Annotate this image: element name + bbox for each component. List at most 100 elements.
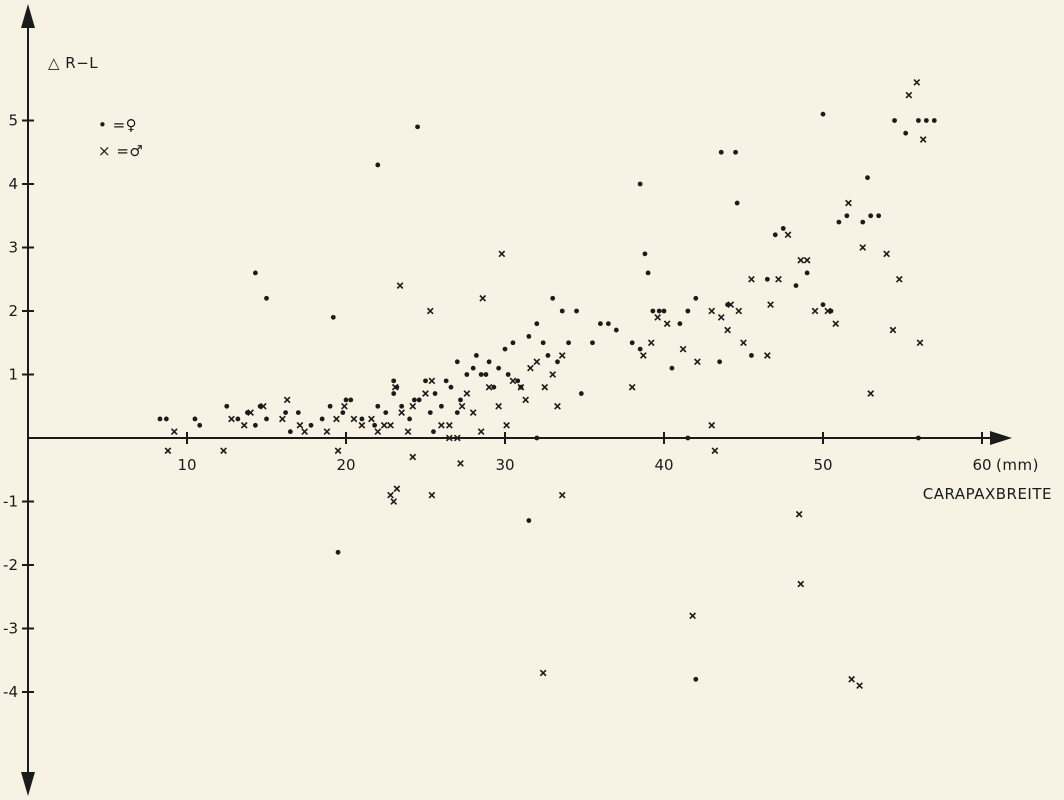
data-point-female: [734, 200, 740, 206]
data-point-female: [192, 416, 198, 422]
data-point-female: [656, 308, 662, 314]
data-point-female: [868, 213, 874, 219]
x-tick-label: 40: [654, 456, 673, 474]
data-point-female: [327, 403, 333, 409]
data-point-male: [639, 352, 647, 359]
data-point-male: [296, 421, 304, 429]
data-point-female: [677, 321, 683, 327]
data-point-male: [409, 453, 417, 461]
data-point-female: [416, 397, 422, 403]
data-point-female: [820, 302, 826, 308]
data-point-male: [495, 402, 503, 410]
data-point-female: [264, 295, 269, 301]
y-tick-label: 4: [8, 175, 18, 193]
data-point-male: [784, 231, 792, 239]
y-axis-label: △ R−L: [48, 54, 98, 72]
data-point-female: [464, 372, 470, 377]
data-point-female: [224, 403, 230, 409]
y-tick-label: 1: [8, 366, 18, 384]
data-point-male: [498, 250, 506, 258]
x-tick-label: 30: [495, 456, 514, 474]
data-point-male: [422, 390, 429, 397]
data-point-female: [454, 410, 460, 415]
data-point-male: [767, 301, 774, 309]
data-point-female: [295, 410, 301, 415]
data-point-male: [708, 421, 716, 429]
data-point-male: [428, 491, 436, 499]
data-point-female: [486, 359, 492, 365]
x-tick-label: 20: [336, 456, 355, 474]
data-point-female: [650, 308, 656, 314]
data-point-male: [832, 320, 840, 328]
data-point-male: [391, 383, 399, 391]
data-point-female: [335, 549, 341, 555]
data-point-male: [477, 428, 485, 436]
data-point-male: [775, 275, 782, 283]
data-point-female: [343, 397, 349, 403]
data-point-female: [916, 118, 921, 123]
data-point-female: [916, 435, 921, 441]
data-point-male: [170, 428, 178, 436]
data-point-male: [457, 460, 464, 467]
axes: [21, 4, 1012, 796]
data-point-female: [431, 429, 436, 435]
data-point-female: [443, 378, 449, 384]
data-point-female: [844, 213, 850, 219]
data-point-male: [409, 402, 417, 410]
data-point-female: [157, 416, 163, 422]
axis-labels: △ R−L (mm) CARAPAXBREITE: [48, 54, 1052, 503]
data-point-female: [860, 219, 866, 225]
data-point-male: [438, 421, 445, 429]
data-point-male: [919, 136, 927, 143]
data-point-female: [423, 378, 428, 384]
data-point-male: [824, 307, 832, 315]
data-point-female: [605, 321, 611, 327]
data-point-female: [264, 416, 269, 422]
data-point-female: [772, 232, 778, 238]
data-point-female: [252, 270, 258, 276]
data-point-female: [439, 403, 444, 409]
data-point-female: [348, 397, 354, 403]
y-tick-label: 5: [8, 112, 18, 130]
data-point-female: [415, 124, 420, 130]
data-point-male: [708, 307, 716, 315]
data-point-female: [892, 118, 897, 123]
data-point-female: [427, 410, 433, 415]
data-point-female: [545, 353, 551, 358]
data-point-male: [463, 390, 471, 397]
data-point-female: [496, 365, 502, 371]
data-point-male: [797, 256, 805, 264]
data-point-female: [820, 111, 826, 117]
data-point-male: [533, 358, 541, 366]
data-point-female: [718, 149, 724, 155]
x-tick-label: 60: [972, 456, 991, 474]
data-point-female: [865, 175, 870, 181]
data-point-female: [931, 118, 937, 123]
data-point-female: [534, 435, 540, 441]
data-point-male: [735, 307, 743, 315]
data-points: [157, 79, 937, 690]
data-point-male: [283, 396, 291, 404]
data-point-female: [252, 422, 258, 428]
data-point-female: [483, 372, 489, 377]
data-point-male: [387, 491, 394, 499]
data-point-male: [554, 402, 561, 410]
data-point-male: [517, 383, 525, 391]
data-point-male: [445, 421, 453, 429]
data-point-male: [628, 383, 636, 391]
data-point-male: [458, 402, 466, 410]
data-point-female: [526, 518, 532, 523]
data-point-female: [340, 410, 346, 415]
legend: • =♀ × =♂: [98, 116, 143, 160]
data-point-male: [333, 415, 340, 423]
data-point-male: [259, 402, 267, 410]
data-point-male: [845, 199, 852, 207]
data-point-male: [541, 383, 549, 391]
data-point-female: [163, 416, 169, 422]
data-point-male: [859, 244, 867, 251]
data-point-female: [836, 219, 842, 225]
data-point-female: [287, 429, 293, 435]
data-point-female: [454, 359, 460, 365]
data-point-female: [804, 270, 810, 276]
